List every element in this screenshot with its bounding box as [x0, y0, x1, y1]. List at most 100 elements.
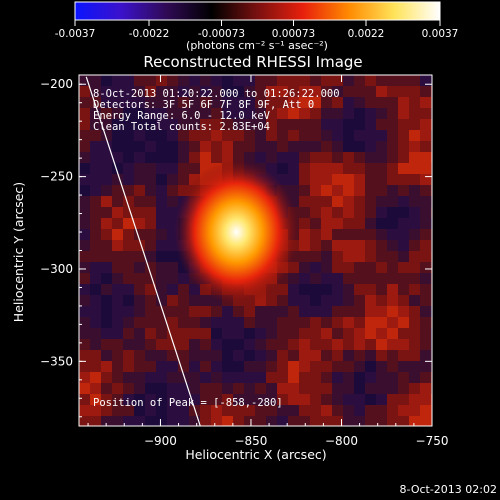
heatmap-cell: [244, 130, 256, 142]
heatmap-cell: [409, 218, 421, 230]
heatmap-cell: [266, 306, 278, 318]
heatmap-cell: [145, 108, 157, 120]
heatmap-cell: [200, 328, 212, 340]
heatmap-cell: [431, 240, 432, 252]
heatmap-cell: [398, 97, 410, 109]
heatmap-cell: [156, 317, 168, 329]
heatmap-cell: [189, 328, 201, 340]
heatmap-cell: [134, 328, 146, 340]
heatmap-cell: [310, 416, 322, 426]
heatmap-cell: [233, 75, 245, 87]
heatmap-cell: [420, 416, 432, 426]
heatmap-cell: [321, 394, 333, 406]
heatmap-cell: [343, 328, 355, 340]
heatmap-cell: [178, 152, 190, 164]
heatmap-cell: [431, 108, 432, 120]
heatmap-cell: [123, 317, 135, 329]
heatmap-cell: [211, 350, 223, 362]
heatmap-cell: [299, 416, 311, 426]
heatmap-cell: [409, 185, 421, 197]
heatmap-cell: [409, 108, 421, 120]
heatmap-cell: [420, 295, 432, 307]
heatmap-cell: [101, 152, 113, 164]
heatmap-cell: [343, 108, 355, 120]
heatmap-cell: [310, 394, 322, 406]
heatmap-cell: [112, 152, 124, 164]
heatmap-cell: [332, 416, 344, 426]
heatmap-cell: [134, 361, 146, 373]
heatmap-cell: [211, 394, 223, 406]
heatmap-cell: [244, 339, 256, 351]
heatmap-cell: [409, 130, 421, 142]
heatmap-cell: [343, 405, 355, 417]
heatmap-cell: [222, 317, 234, 329]
heatmap-cell: [156, 361, 168, 373]
heatmap-cell: [299, 185, 311, 197]
heatmap-cell: [310, 174, 322, 186]
heatmap-cell: [255, 416, 267, 426]
heatmap-cell: [145, 273, 157, 285]
heatmap-cell: [431, 75, 432, 87]
heatmap-cell: [343, 196, 355, 208]
heatmap-cell: [145, 240, 157, 252]
heatmap-cell: [277, 317, 289, 329]
heatmap-cell: [200, 75, 212, 87]
heatmap-cell: [299, 262, 311, 274]
heatmap-cell: [79, 229, 91, 241]
heatmap-cell: [134, 405, 146, 417]
heatmap-cell: [387, 383, 399, 395]
heatmap-cell: [123, 229, 135, 241]
heatmap-cell: [90, 163, 102, 175]
heatmap-cell: [332, 119, 344, 131]
x-tick-label: −900: [144, 434, 177, 448]
heatmap-cell: [90, 383, 102, 395]
heatmap-cell: [134, 86, 146, 98]
heatmap-cell: [255, 394, 267, 406]
heatmap-cell: [321, 372, 333, 384]
heatmap-cell: [431, 262, 432, 274]
heatmap-cell: [156, 229, 168, 241]
heatmap-cell: [123, 97, 135, 109]
heatmap-cell: [123, 86, 135, 98]
heatmap-cell: [277, 295, 289, 307]
heatmap-cell: [233, 130, 245, 142]
heatmap-cell: [101, 262, 113, 274]
heatmap-cell: [398, 405, 410, 417]
heatmap-cell: [376, 372, 388, 384]
heatmap-cell: [299, 207, 311, 219]
heatmap-cell: [365, 361, 377, 373]
heatmap-cell: [145, 394, 157, 406]
heatmap-cell: [288, 416, 300, 426]
colorbar-tick-label: 0.0037: [422, 28, 459, 40]
heatmap-cell: [200, 394, 212, 406]
axis-ticks: −900 −850 −800 −750 −200 −250 −300 −350: [40, 75, 448, 448]
heatmap-cell: [354, 350, 366, 362]
heatmap-cell: [310, 405, 322, 417]
heatmap-cell: [409, 174, 421, 186]
heatmap-cell: [288, 86, 300, 98]
heatmap-cell: [167, 163, 179, 175]
heatmap-cell: [431, 339, 432, 351]
heatmap-cell: [233, 306, 245, 318]
heatmap-cell: [299, 405, 311, 417]
heatmap-cell: [277, 416, 289, 426]
heatmap-cell: [123, 262, 135, 274]
heatmap-cell: [134, 251, 146, 263]
heatmap-cell: [112, 405, 124, 417]
heatmap-cell: [167, 130, 179, 142]
heatmap-cell: [101, 284, 113, 296]
heatmap-cell: [90, 372, 102, 384]
heatmap-cell: [123, 350, 135, 362]
heatmap-cell: [90, 97, 102, 109]
heatmap-cell: [112, 185, 124, 197]
heatmap-cell: [222, 306, 234, 318]
heatmap-cell: [277, 350, 289, 362]
heatmap-cell: [321, 328, 333, 340]
heatmap-cell: [222, 152, 234, 164]
heatmap-cell: [332, 251, 344, 263]
heatmap-cell: [101, 372, 113, 384]
heatmap-cell: [101, 130, 113, 142]
heatmap-cell: [398, 350, 410, 362]
x-tick-label: −750: [416, 434, 449, 448]
heatmap-cell: [365, 262, 377, 274]
